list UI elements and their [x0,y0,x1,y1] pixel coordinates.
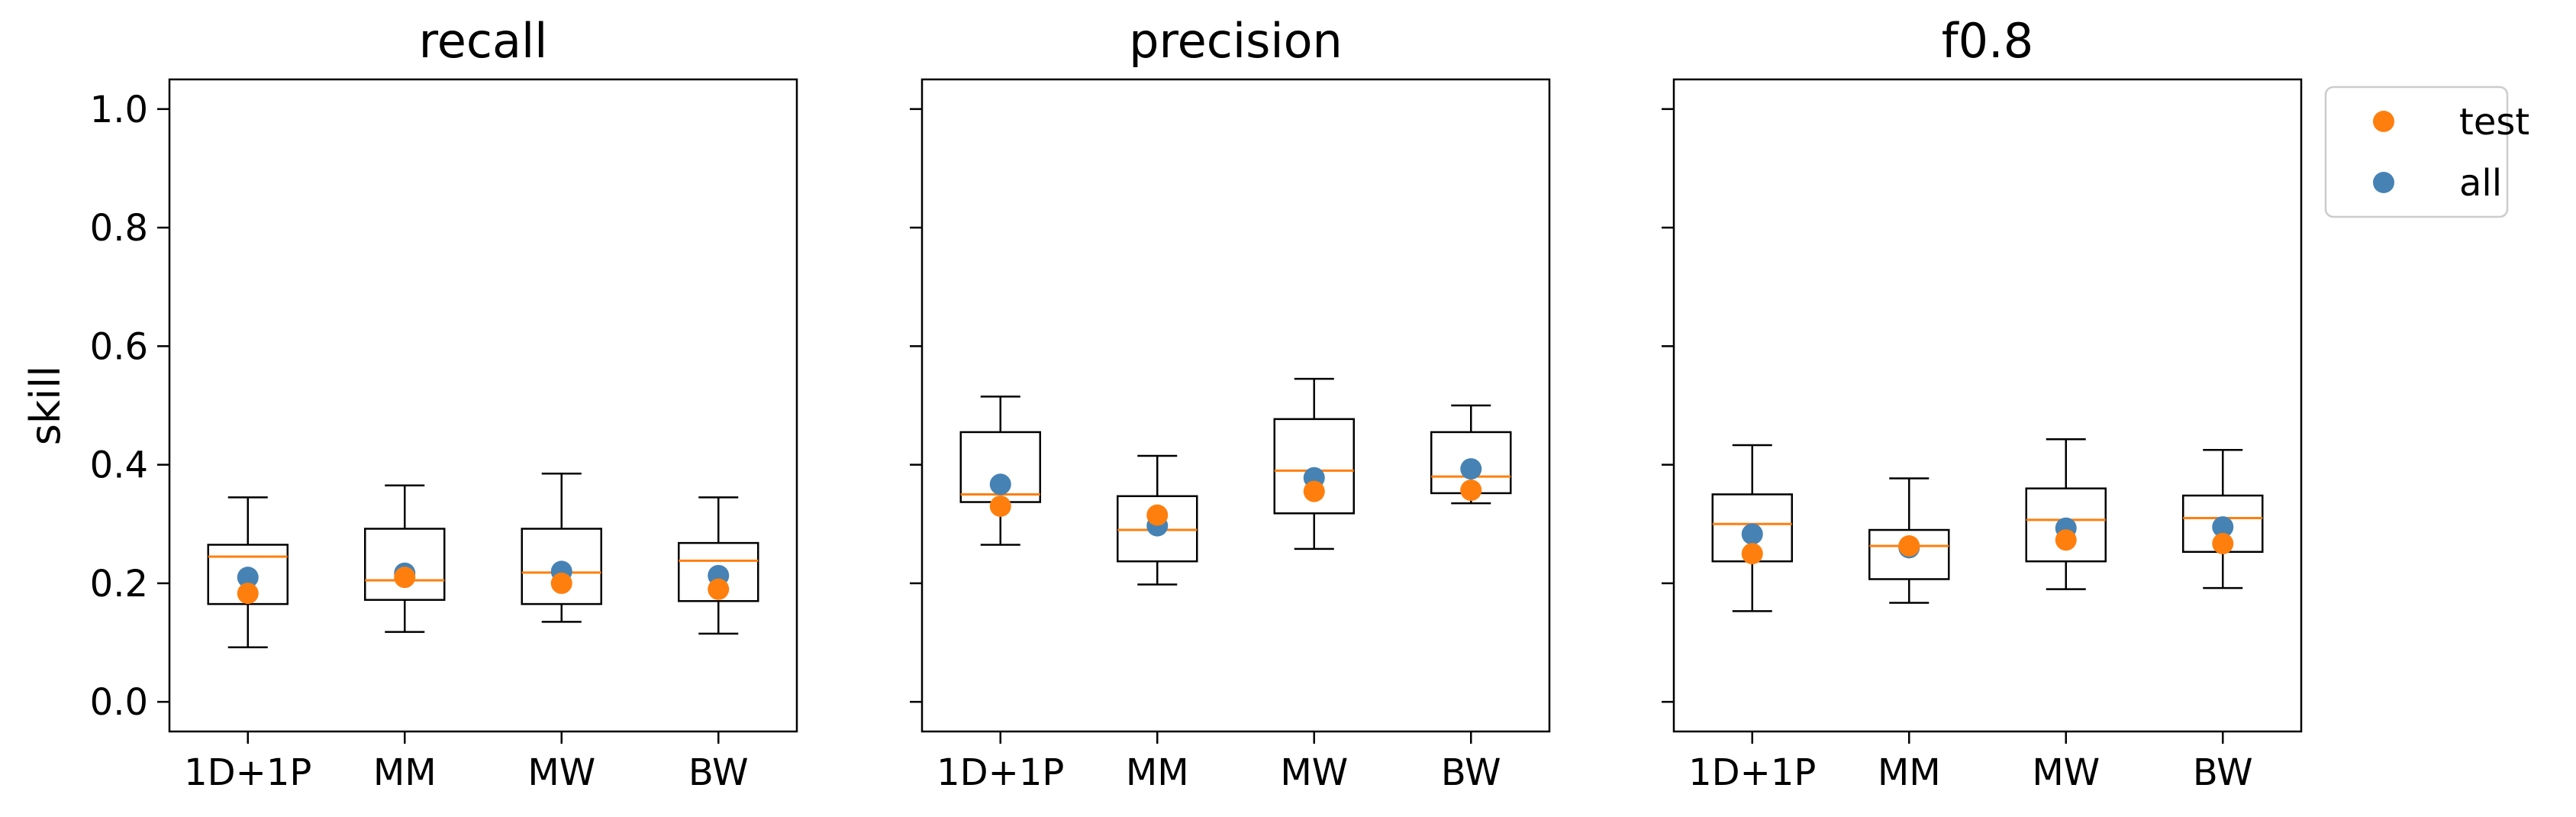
marker-all-1D+1P [1741,523,1763,545]
legend-marker-all [2373,172,2394,193]
marker-test-1D+1P [237,583,259,605]
legend-box [2324,86,2509,218]
marker-test-MW [1303,480,1325,502]
box-body [2025,487,2107,563]
y-axis-label: skill [21,366,69,445]
legend-label-all: all [2459,162,2502,205]
box-MM [364,484,446,633]
chart-title: precision [1129,13,1343,69]
marker-all-BW [2212,516,2234,538]
marker-all-BW [1460,458,1482,480]
marker-all-1D+1P [989,473,1011,496]
y-tick-label: 0.6 [90,325,148,368]
marker-test-BW [708,578,730,600]
x-tick-label: MW [527,751,595,794]
box-body [1868,528,1950,580]
y-tick-label: 1.0 [90,89,148,131]
chart-panel-recall: recall 0.0 0.2 0.4 0.6 0.8 1.0 skill 1D+1P MM MW BW [21,13,798,794]
x-tick-label: BW [1441,751,1501,794]
x-tick-label: 1D+1P [184,751,311,794]
box-MW [2025,438,2107,590]
plot-frame [1672,78,2303,733]
x-tick-label: BW [2193,751,2253,794]
marker-test-MM [1146,504,1169,526]
y-tick-label: 0.8 [90,207,148,250]
x-tick-label: BW [688,751,749,794]
box-body [1117,495,1198,563]
marker-test-MM [394,567,416,589]
legend-marker-test [2373,111,2394,132]
marker-test-BW [1460,480,1482,502]
x-tick-label: MW [2032,751,2100,794]
legend: test all [2324,86,2529,218]
plot-frame [920,78,1551,733]
x-tick-label: MM [1126,751,1189,794]
box-MM [1117,454,1198,586]
marker-all-1D+1P [237,567,259,589]
marker-test-MW [550,572,572,594]
x-tick-label: 1D+1P [1688,751,1816,794]
y-tick-label: 0.4 [90,444,148,487]
marker-test-MW [2055,529,2077,551]
box-BW [678,496,759,635]
marker-test-1D+1P [989,495,1011,517]
x-tick-label: MM [373,751,437,794]
y-tick-label: 0.2 [90,563,148,605]
marker-test-MM [1898,534,1920,557]
chart-panel-precision: precision 1D+1P MM MW BW [910,13,1551,794]
box-MW [1273,377,1355,551]
x-tick-label: MW [1280,751,1348,794]
box-body [1273,418,1355,515]
x-tick-label: MM [1878,751,1941,794]
chart-title: f0.8 [1942,13,2033,69]
box-body [364,528,446,601]
x-tick-label: 1D+1P [937,751,1064,794]
y-tick-label: 0.0 [90,681,148,724]
plot-frame [168,78,798,733]
marker-test-1D+1P [1741,543,1763,565]
box-body [678,541,759,602]
box-MW [521,473,602,623]
box-1D+1P [959,396,1041,546]
chart-panel-f0.8: f0.8 1D+1P MM MW BW [1662,13,2303,794]
legend-label-test: test [2459,101,2529,144]
marker-test-BW [2212,532,2234,554]
box-body [521,528,602,605]
chart-panels: recall 0.0 0.2 0.4 0.6 0.8 1.0 skill 1D+1P MM MW BW… [21,13,2303,794]
chart-title: recall [419,13,548,69]
